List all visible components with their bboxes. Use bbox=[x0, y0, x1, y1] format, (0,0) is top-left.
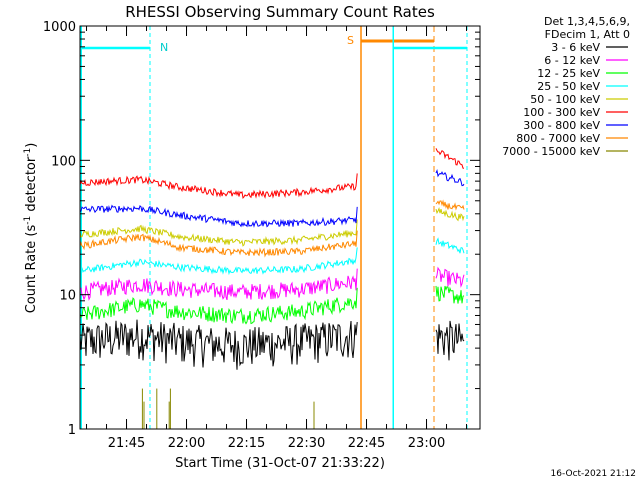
plot-area: NS bbox=[79, 26, 468, 429]
y-tick-label: 100 bbox=[51, 154, 76, 169]
y-tick-label: 1000 bbox=[43, 20, 76, 35]
series-12-25-kev-segb bbox=[435, 285, 465, 304]
legend-header-detectors: Det 1,3,4,5,6,9, bbox=[544, 15, 630, 28]
x-tick-label: 22:45 bbox=[348, 436, 385, 451]
legend-label-100-300-kev: 100 - 300 keV bbox=[523, 106, 600, 119]
x-tick-label: 22:00 bbox=[168, 436, 205, 451]
x-tick-label: 23:00 bbox=[408, 436, 445, 451]
series-6-12-kev-sega bbox=[79, 268, 358, 301]
legend-label-12-25-kev: 12 - 25 keV bbox=[537, 67, 600, 80]
series-3-6-kev-segb bbox=[435, 320, 465, 361]
axis-ticks: 1 10 100 1000 21:45 22:00 22:15 22:30 22:45 23:00 bbox=[43, 20, 480, 451]
x-tick-label: 22:15 bbox=[228, 436, 265, 451]
series-800-7000-kev-sega bbox=[79, 230, 358, 258]
y-tick-label: 10 bbox=[59, 289, 76, 304]
series-25-50-kev-sega bbox=[79, 247, 358, 276]
series-50-100-kev-sega bbox=[79, 219, 358, 247]
legend-label-25-50-kev: 25 - 50 keV bbox=[537, 80, 600, 93]
legend-header-decimation: FDecim 1, Att 0 bbox=[545, 28, 630, 41]
series-50-100-kev-segb bbox=[435, 206, 465, 222]
legend: Det 1,3,4,5,6,9, FDecim 1, Att 0 3 - 6 k… bbox=[502, 15, 630, 158]
legend-label-6-12-kev: 6 - 12 keV bbox=[544, 54, 600, 67]
x-tick-label: 21:45 bbox=[108, 436, 145, 451]
saa-label: S bbox=[347, 34, 354, 47]
series-3-6-kev-sega bbox=[79, 319, 358, 370]
y-axis-label: Count Rate (s-1 detector-1) bbox=[23, 143, 39, 314]
night-label: N bbox=[160, 41, 168, 54]
series-300-800-kev-segb bbox=[435, 168, 465, 187]
y-tick-label: 1 bbox=[68, 423, 76, 438]
series-6-12-kev-segb bbox=[435, 266, 465, 288]
series-100-300-kev-segb bbox=[435, 148, 465, 169]
x-axis-label: Start Time (31-Oct-07 21:33:22) bbox=[175, 456, 385, 471]
generation-timestamp: 16-Oct-2021 21:12 bbox=[551, 469, 636, 479]
series-100-300-kev-sega bbox=[79, 173, 358, 199]
legend-label-800-7000-kev: 800 - 7000 keV bbox=[516, 132, 600, 145]
x-tick-label: 22:30 bbox=[288, 436, 325, 451]
series-12-25-kev-sega bbox=[79, 287, 358, 325]
plot-frame bbox=[79, 25, 481, 430]
chart-title: RHESSI Observing Summary Count Rates bbox=[125, 3, 435, 21]
legend-label-300-800-kev: 300 - 800 keV bbox=[523, 119, 600, 132]
legend-label-7000-15000-kev: 7000 - 15000 keV bbox=[502, 145, 600, 158]
legend-label-50-100-kev: 50 - 100 keV bbox=[530, 93, 600, 106]
series-25-50-kev-segb bbox=[435, 237, 465, 254]
legend-label-3-6-kev: 3 - 6 keV bbox=[551, 41, 600, 54]
series-800-7000-kev-segb bbox=[435, 199, 465, 211]
series-300-800-kev-sega bbox=[79, 204, 358, 228]
